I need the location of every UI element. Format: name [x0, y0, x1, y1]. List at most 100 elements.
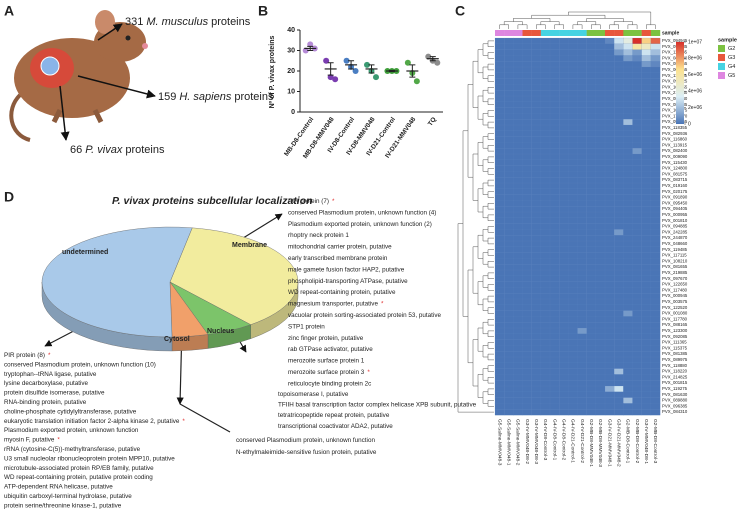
heatmap-cell — [531, 95, 542, 103]
heatmap-cell — [650, 90, 661, 97]
heatmap-cell — [513, 200, 523, 207]
dendrogram — [487, 40, 494, 47]
heatmap-cell — [494, 211, 505, 219]
heatmap-cell — [494, 345, 505, 352]
heatmap-cell — [632, 200, 642, 207]
dendrogram — [487, 330, 494, 337]
heatmap-cell — [614, 322, 624, 329]
heatmap-cell — [650, 165, 661, 172]
heatmap-cell — [650, 49, 661, 56]
heatmap-cell — [494, 61, 505, 68]
heatmap-cell — [559, 368, 569, 375]
heatmap-cell — [513, 385, 523, 393]
heatmap-cell — [540, 107, 551, 114]
heatmap-cell — [568, 322, 578, 329]
heatmap-cell — [595, 333, 606, 340]
heatmap-cell — [513, 119, 523, 126]
heatmap-cell — [650, 119, 661, 126]
heatmap-cell — [522, 66, 532, 74]
slice-label: Cytosol — [164, 336, 190, 343]
heatmap-cell — [614, 391, 624, 398]
legend-swatch — [718, 63, 725, 70]
dendrogram — [482, 113, 488, 126]
heatmap-cell — [586, 119, 597, 126]
heatmap-cell — [577, 84, 587, 91]
dendrogram — [646, 24, 656, 29]
heatmap-cell — [549, 182, 560, 190]
heatmap-cell — [549, 107, 560, 114]
row-label: PVX_081385 — [662, 351, 688, 356]
heatmap-cell — [549, 142, 560, 149]
heatmap-cell — [531, 345, 542, 352]
mouse-ear — [95, 10, 115, 34]
heatmap-cell — [641, 142, 652, 149]
heatmap-cell — [632, 275, 642, 282]
heatmap-cell — [623, 206, 633, 213]
heatmap-cell — [604, 43, 615, 50]
heatmap-cell — [632, 339, 642, 346]
data-point — [364, 61, 370, 68]
heatmap-cell — [504, 66, 514, 74]
heatmap-cell — [595, 403, 606, 410]
protein-name: ubiquitin carboxyl-terminal hydrolase, p… — [4, 493, 132, 500]
heatmap-cell — [650, 188, 661, 195]
heatmap-cell — [494, 49, 505, 56]
heatmap-cell — [559, 217, 569, 224]
heatmap-cell — [504, 385, 514, 393]
error-bar — [307, 45, 314, 51]
heatmap-cell — [513, 339, 523, 346]
dendrogram — [482, 182, 488, 195]
heatmap-cell — [586, 229, 597, 236]
species: H. sapiens — [179, 91, 231, 103]
heatmap-cell — [604, 153, 615, 161]
heatmap-cell — [614, 66, 624, 74]
heatmap-cell — [586, 130, 597, 137]
heatmap-cell — [549, 78, 560, 85]
heatmap-cell — [623, 380, 633, 387]
dendrogram — [477, 49, 483, 74]
heatmap-cell — [513, 159, 523, 166]
heatmap-cell — [650, 107, 661, 114]
heatmap-cell — [522, 310, 532, 317]
heatmap-cell — [549, 281, 560, 288]
heatmap-cell — [513, 78, 523, 85]
heatmap-cell — [522, 240, 532, 248]
heatmap-cell — [577, 304, 587, 311]
dendrogram — [513, 18, 551, 22]
heatmap-cell — [623, 252, 633, 259]
heatmap-cell — [586, 194, 597, 201]
heatmap-cell — [604, 90, 615, 97]
heatmap-cell — [577, 327, 587, 335]
heatmap-cell — [494, 356, 505, 364]
dendrogram — [487, 75, 494, 82]
protein-name: U3 small nucleolar ribonucleoprotein pro… — [4, 455, 175, 462]
heatmap-cell — [549, 287, 560, 294]
heatmap-cell — [604, 316, 615, 323]
heatmap-cell — [586, 206, 597, 213]
row-label: PVX_118220 — [662, 369, 688, 374]
heatmap-cell — [531, 327, 542, 335]
heatmap-cell — [595, 159, 606, 166]
mouse-nose — [142, 43, 148, 49]
protein-name: phospholipid-transporting ATPase, putati… — [288, 277, 408, 284]
heatmap-cell — [632, 153, 642, 161]
protein-item: microtubule-associated protein RP/EB fam… — [4, 464, 154, 471]
dendrogram — [482, 275, 488, 288]
heatmap-cell — [595, 246, 606, 253]
heatmap-cell — [577, 78, 587, 85]
heatmap-cell — [522, 403, 532, 410]
protein-name: TFIIH basal transcription factor complex… — [278, 401, 477, 408]
heatmap-cell — [549, 84, 560, 91]
heatmap-cell — [586, 385, 597, 393]
protein-name: tetratricopeptide repeat protein, putati… — [278, 412, 390, 419]
heatmap-cell — [641, 66, 652, 74]
heatmap-cell — [623, 403, 633, 410]
heatmap-cell — [513, 327, 523, 335]
heatmap-cell — [513, 391, 523, 398]
heatmap-cell — [623, 130, 633, 137]
row-label: PVX_124800 — [662, 166, 688, 171]
slice-label: Membrane — [232, 242, 267, 249]
panel-label: C — [455, 3, 465, 19]
heatmap-cell — [531, 362, 542, 369]
heatmap-cell — [632, 304, 642, 311]
